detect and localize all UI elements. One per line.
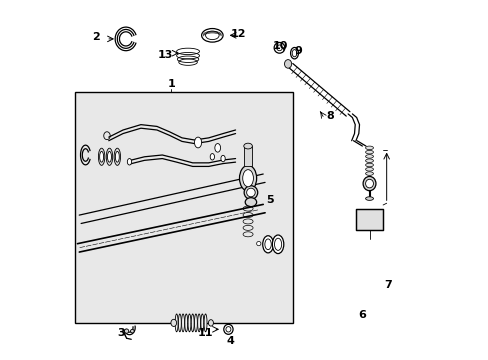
Ellipse shape <box>365 172 373 175</box>
Ellipse shape <box>365 146 373 150</box>
Ellipse shape <box>107 152 111 162</box>
Ellipse shape <box>214 144 220 152</box>
Ellipse shape <box>171 319 176 327</box>
Text: 10: 10 <box>272 41 288 51</box>
Ellipse shape <box>184 314 187 332</box>
Ellipse shape <box>100 152 103 162</box>
Ellipse shape <box>365 155 373 158</box>
Ellipse shape <box>276 45 282 51</box>
Ellipse shape <box>197 314 200 332</box>
Ellipse shape <box>130 329 134 333</box>
Ellipse shape <box>365 197 373 201</box>
Ellipse shape <box>365 179 373 188</box>
Ellipse shape <box>194 137 201 148</box>
Text: 1: 1 <box>167 79 175 89</box>
Ellipse shape <box>210 154 214 160</box>
Ellipse shape <box>290 48 298 59</box>
Ellipse shape <box>264 239 271 249</box>
Ellipse shape <box>365 163 373 167</box>
Ellipse shape <box>244 186 257 199</box>
Ellipse shape <box>106 148 112 165</box>
Text: 11: 11 <box>197 328 212 338</box>
Ellipse shape <box>205 31 219 40</box>
Ellipse shape <box>244 198 256 207</box>
Ellipse shape <box>246 188 255 197</box>
Ellipse shape <box>365 150 373 154</box>
Ellipse shape <box>175 314 178 332</box>
Ellipse shape <box>365 159 373 162</box>
Ellipse shape <box>181 314 184 332</box>
Ellipse shape <box>188 314 190 332</box>
Ellipse shape <box>191 314 194 332</box>
Ellipse shape <box>203 314 206 332</box>
Text: 8: 8 <box>326 111 334 121</box>
Bar <box>75 93 292 323</box>
Text: 5: 5 <box>265 195 273 204</box>
Bar <box>355 208 382 230</box>
Ellipse shape <box>292 50 296 57</box>
Ellipse shape <box>225 327 230 332</box>
Ellipse shape <box>272 235 283 253</box>
Bar <box>244 146 252 166</box>
Text: 3: 3 <box>117 328 125 338</box>
Ellipse shape <box>208 320 213 326</box>
Ellipse shape <box>221 156 225 162</box>
Ellipse shape <box>114 148 121 165</box>
Text: 12: 12 <box>230 28 245 39</box>
Text: 2: 2 <box>92 32 100 42</box>
Text: 7: 7 <box>383 280 391 291</box>
Text: 9: 9 <box>294 46 302 57</box>
Ellipse shape <box>239 165 256 191</box>
Ellipse shape <box>224 324 233 334</box>
Ellipse shape <box>115 152 119 162</box>
Ellipse shape <box>178 314 181 332</box>
Ellipse shape <box>365 167 373 171</box>
Ellipse shape <box>194 314 197 332</box>
Ellipse shape <box>284 60 291 68</box>
Ellipse shape <box>124 329 128 333</box>
Text: 13: 13 <box>157 50 173 60</box>
Ellipse shape <box>262 236 273 253</box>
Ellipse shape <box>274 42 285 53</box>
Ellipse shape <box>98 148 104 165</box>
Ellipse shape <box>201 28 223 42</box>
Ellipse shape <box>363 176 375 191</box>
Ellipse shape <box>242 170 253 187</box>
Ellipse shape <box>201 314 203 332</box>
Ellipse shape <box>244 143 252 149</box>
Ellipse shape <box>274 238 281 250</box>
Text: 6: 6 <box>358 310 366 320</box>
Text: 4: 4 <box>226 337 234 346</box>
Ellipse shape <box>256 242 261 246</box>
Ellipse shape <box>127 158 131 165</box>
